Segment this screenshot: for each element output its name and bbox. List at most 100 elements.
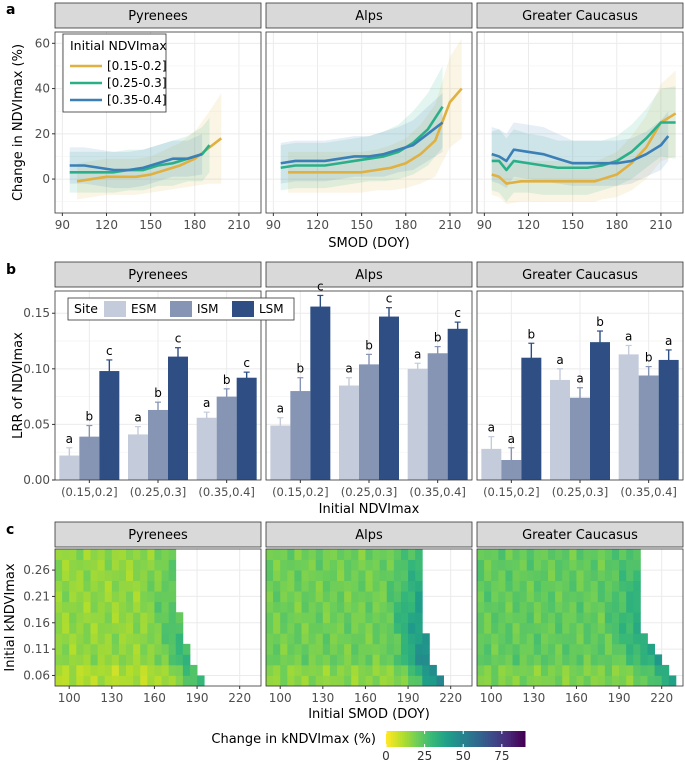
series-line-2 xyxy=(280,105,444,170)
heatmap-cell xyxy=(76,633,84,645)
heatmap-cell xyxy=(633,570,641,582)
heatmap-cell xyxy=(533,643,542,655)
x-tick-label: 220 xyxy=(228,691,251,705)
heatmap-cell xyxy=(315,549,324,560)
heatmap-cell xyxy=(154,591,162,603)
heatmap-cell xyxy=(422,633,430,645)
heatmap-cell xyxy=(111,612,120,624)
heatmap-cell xyxy=(126,643,134,655)
heatmap-cell xyxy=(308,601,317,613)
heatmap-cell xyxy=(111,654,120,666)
heatmap-cell xyxy=(294,664,302,676)
heatmap-cell xyxy=(633,559,641,571)
heatmap-cell xyxy=(62,654,70,666)
heatmap-cell xyxy=(400,643,409,655)
heatmap-cell xyxy=(491,675,499,687)
heatmap-cell xyxy=(519,612,528,624)
x-tick-label: (0.35,0.4] xyxy=(409,485,466,499)
heatmap-cell xyxy=(583,633,592,645)
heatmap-cell xyxy=(83,601,91,613)
heatmap-cell xyxy=(140,559,148,571)
heatmap-cell xyxy=(344,549,352,560)
heatmap-cell xyxy=(273,633,281,645)
heatmap-cell xyxy=(83,570,91,582)
heatmap-cell xyxy=(344,633,352,645)
heatmap-cell xyxy=(161,570,170,582)
colorbar-segment xyxy=(515,731,519,747)
heatmap-cell xyxy=(322,643,331,655)
heatmap-cell xyxy=(604,549,613,560)
heatmap-cell xyxy=(118,559,127,571)
heatmap-cell xyxy=(83,633,91,645)
heatmap-cell xyxy=(393,654,402,666)
heatmap-cell xyxy=(540,622,549,634)
heatmap-cell xyxy=(633,580,641,592)
heatmap-cell xyxy=(111,549,120,560)
heatmap-cell xyxy=(576,601,584,613)
heatmap-cell xyxy=(308,580,317,592)
heatmap-cell xyxy=(90,570,99,582)
heatmap-cell xyxy=(640,654,648,666)
heatmap-cell xyxy=(415,580,423,592)
x-tick-label: 90 xyxy=(266,218,281,232)
facet-strip xyxy=(54,521,262,548)
x-tick-label: (0.15,0.2] xyxy=(483,485,540,499)
heatmap-cell xyxy=(90,580,99,592)
bar-lsm xyxy=(447,328,468,480)
heatmap-cell xyxy=(379,559,388,571)
confidence-band-3 xyxy=(69,133,203,189)
significance-letter: a xyxy=(576,372,583,386)
x-tick-label: 160 xyxy=(565,691,588,705)
bar-ism xyxy=(216,396,237,480)
heatmap-cell xyxy=(548,549,556,560)
heatmap-cell xyxy=(477,633,485,645)
heatmap-cell xyxy=(626,612,634,624)
heatmap-cell xyxy=(386,591,395,603)
heatmap-cell xyxy=(97,559,106,571)
heatmap-cell xyxy=(147,633,155,645)
heatmap-cell xyxy=(62,633,70,645)
heatmap-cell xyxy=(69,654,77,666)
heatmap-cell xyxy=(400,559,409,571)
heatmap-cell xyxy=(491,580,499,592)
heatmap-cell xyxy=(583,664,592,676)
heatmap-cell xyxy=(386,622,395,634)
heatmap-cell xyxy=(337,549,345,560)
heatmap-cell xyxy=(351,654,359,666)
heatmap-cell xyxy=(69,601,77,613)
heatmap-cell xyxy=(533,559,542,571)
heatmap-cell xyxy=(301,549,310,560)
heatmap-cell xyxy=(415,675,423,687)
heatmap-cell xyxy=(90,559,99,571)
heatmap-cell xyxy=(512,612,521,624)
heatmap-cell xyxy=(372,601,381,613)
colorbar-segment xyxy=(390,731,394,747)
x-tick-label: 90 xyxy=(477,218,492,232)
heatmap-cell xyxy=(436,675,444,687)
heatmap-cell xyxy=(590,643,599,655)
bar-lsm xyxy=(379,316,399,480)
heatmap-cell xyxy=(175,633,184,645)
heatmap-cell xyxy=(526,654,535,666)
heatmap-cell xyxy=(294,654,302,666)
heatmap-cell xyxy=(548,580,556,592)
heatmap-cell xyxy=(97,643,106,655)
heatmap-cell xyxy=(55,549,63,560)
heatmap-cell xyxy=(611,643,620,655)
heatmap-cell xyxy=(161,643,170,655)
heatmap-cell xyxy=(498,664,506,676)
heatmap-cell xyxy=(337,622,345,634)
panel-border xyxy=(265,290,473,481)
heatmap-cell xyxy=(619,580,627,592)
heatmap-cell xyxy=(154,601,162,613)
heatmap-cell xyxy=(569,654,577,666)
colorbar-segment xyxy=(457,731,461,747)
colorbar-segment xyxy=(430,731,433,747)
x-tick-label: 180 xyxy=(605,218,628,232)
heatmap-cell xyxy=(287,675,295,687)
bar-lsm xyxy=(99,371,120,480)
heatmap-cell xyxy=(505,601,513,613)
x-tick-label: 210 xyxy=(649,218,672,232)
heatmap-cell xyxy=(280,591,288,603)
heatmap-cell xyxy=(526,612,535,624)
